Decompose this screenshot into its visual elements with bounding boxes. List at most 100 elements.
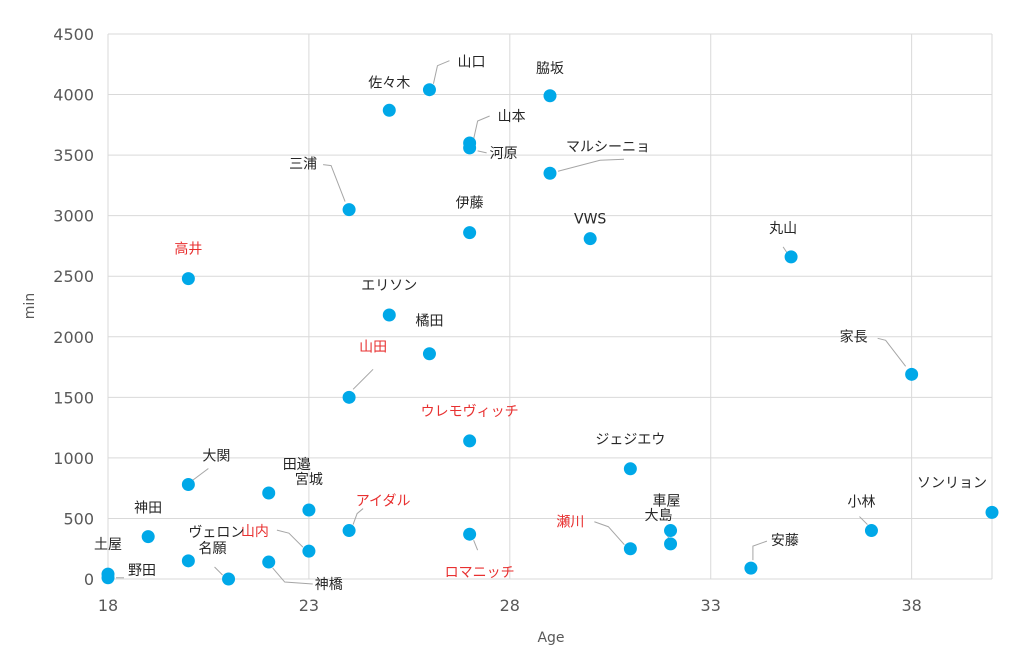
data-label: VWS xyxy=(574,212,606,228)
data-point xyxy=(664,524,678,538)
data-point xyxy=(262,486,276,500)
data-point xyxy=(181,478,195,492)
data-label: ヴェロン xyxy=(188,524,244,541)
y-tick-label: 3000 xyxy=(53,207,94,226)
leader-line xyxy=(323,164,346,202)
data-label: 三浦 xyxy=(289,157,317,173)
data-point xyxy=(543,89,557,103)
data-label: 家長 xyxy=(840,328,868,345)
data-point xyxy=(382,103,396,117)
leader-line xyxy=(432,60,450,84)
data-point xyxy=(463,141,477,155)
data-label: 車屋 xyxy=(653,493,681,510)
leader-line xyxy=(782,246,788,254)
data-label: 名願 xyxy=(199,541,227,557)
data-point xyxy=(302,544,316,558)
leader-line xyxy=(214,566,223,576)
y-tick-label: 3500 xyxy=(53,146,94,165)
data-label: ロマニッチ xyxy=(445,565,515,581)
data-point xyxy=(583,232,597,246)
data-label: 高井 xyxy=(174,241,202,258)
data-label: 山田 xyxy=(359,339,387,355)
data-label: 大島 xyxy=(645,508,673,524)
leader-line xyxy=(859,516,868,525)
data-label: 神橋 xyxy=(315,577,343,593)
data-point xyxy=(181,554,195,568)
x-tick-label: 18 xyxy=(98,596,118,615)
leader-line xyxy=(276,529,304,548)
y-axis-title: min xyxy=(22,293,38,319)
data-point xyxy=(664,537,678,551)
data-label: 山内 xyxy=(241,524,269,540)
data-point xyxy=(422,347,436,361)
leader-line xyxy=(473,115,490,140)
leader-line xyxy=(352,368,374,390)
data-label: 伊藤 xyxy=(456,196,484,212)
data-point xyxy=(463,434,477,448)
x-tick-label: 28 xyxy=(500,596,520,615)
data-label: ソンリョン xyxy=(917,475,987,491)
leader-line xyxy=(477,150,487,154)
data-label: 神田 xyxy=(134,501,162,517)
data-point xyxy=(422,83,436,97)
data-point xyxy=(141,530,155,544)
data-label: エリソン xyxy=(361,278,417,294)
y-tick-label: 2000 xyxy=(53,328,94,347)
data-point xyxy=(101,571,115,585)
leader-line xyxy=(192,468,209,481)
x-axis-title: Age xyxy=(537,630,564,646)
data-point xyxy=(222,572,236,586)
leader-line xyxy=(877,337,907,367)
data-point xyxy=(342,390,356,404)
data-label: 佐々木 xyxy=(368,75,410,91)
data-label: ウレモヴィッチ xyxy=(421,403,519,420)
data-point xyxy=(905,367,919,381)
y-tick-label: 2500 xyxy=(53,267,94,286)
data-label: 瀬川 xyxy=(556,515,584,531)
data-label: 脇坂 xyxy=(536,61,564,77)
data-label: 橘田 xyxy=(415,314,443,330)
data-point xyxy=(985,505,999,519)
data-label: 土屋 xyxy=(94,537,122,553)
leader-line xyxy=(352,508,364,525)
leader-line xyxy=(272,567,313,585)
data-point xyxy=(342,203,356,217)
data-point xyxy=(623,542,637,556)
data-point xyxy=(342,524,356,538)
y-tick-label: 0 xyxy=(84,570,94,589)
data-point xyxy=(463,226,477,240)
data-points xyxy=(101,83,999,586)
y-axis-ticks: 0 500 1000 1500 2000 2500 3000 3500 4000 4500 xyxy=(53,25,94,589)
y-tick-label: 4500 xyxy=(53,25,94,44)
data-point xyxy=(623,462,637,476)
data-label: 大関 xyxy=(202,449,230,465)
data-label: 安藤 xyxy=(771,533,799,549)
data-label: マルシーニョ xyxy=(566,139,650,155)
data-label: 河原 xyxy=(490,146,518,162)
data-point xyxy=(463,527,477,541)
data-label: 山本 xyxy=(498,109,526,125)
y-tick-label: 4000 xyxy=(53,86,94,105)
leader-line xyxy=(594,521,625,546)
y-tick-label: 1000 xyxy=(53,449,94,468)
data-label: 山口 xyxy=(457,55,485,71)
data-point xyxy=(864,524,878,538)
data-point xyxy=(181,272,195,286)
y-tick-label: 1500 xyxy=(53,388,94,407)
leader-line xyxy=(473,540,479,551)
data-label: 野田 xyxy=(128,563,156,579)
data-label: 宮城 xyxy=(295,472,323,488)
x-tick-label: 23 xyxy=(299,596,319,615)
x-axis-ticks: 18 23 28 33 38 xyxy=(98,596,922,615)
data-point xyxy=(744,561,758,575)
data-label: アイダル xyxy=(356,494,411,510)
leader-lines xyxy=(116,60,907,585)
data-label: 小林 xyxy=(847,495,875,511)
data-point xyxy=(262,555,276,569)
data-point xyxy=(382,308,396,322)
data-label: 田邉 xyxy=(283,457,311,473)
data-point xyxy=(784,250,798,264)
